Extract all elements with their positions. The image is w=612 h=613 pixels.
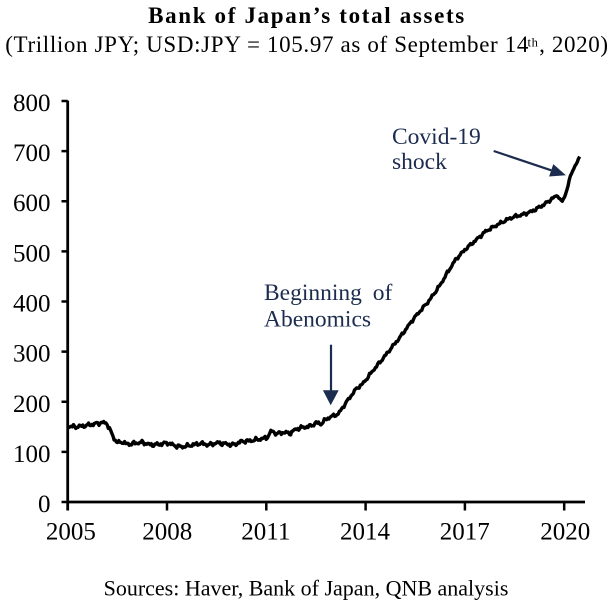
svg-text:600: 600 [13,190,51,217]
svg-text:2020: 2020 [540,519,590,546]
svg-text:Beginning of: Beginning of [264,280,393,306]
svg-text:shock: shock [392,149,447,175]
svg-text:200: 200 [13,391,51,418]
svg-text:400: 400 [13,291,51,318]
svg-text:2017: 2017 [440,519,490,546]
svg-text:300: 300 [13,341,51,368]
svg-text:Bank of Japan’s total assets: Bank of Japan’s total assets [148,3,466,28]
svg-text:(Trillion JPY; USD:JPY = 105.9: (Trillion JPY; USD:JPY = 105.97 as of Se… [5,32,609,57]
svg-text:100: 100 [13,441,51,468]
svg-text:500: 500 [13,240,51,267]
svg-text:0: 0 [38,491,51,518]
svg-text:2014: 2014 [340,519,391,546]
svg-text:2008: 2008 [142,519,192,546]
svg-text:700: 700 [13,140,51,167]
svg-text:Sources: Haver, Bank of Japan,: Sources: Haver, Bank of Japan, QNB analy… [104,575,509,600]
svg-text:2005: 2005 [46,519,96,546]
svg-text:Abenomics: Abenomics [264,307,371,333]
svg-text:Covid-19: Covid-19 [392,124,481,150]
svg-text:2011: 2011 [241,519,290,546]
svg-text:800: 800 [13,90,51,117]
